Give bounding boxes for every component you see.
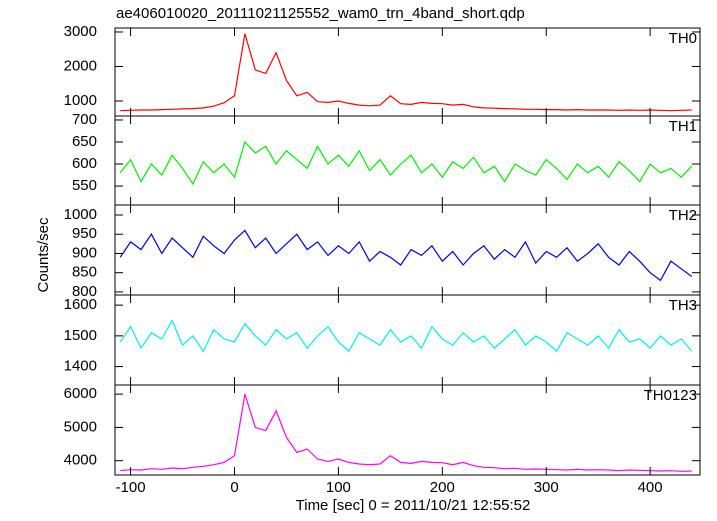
y-tick-label: 850 [72, 264, 97, 281]
x-tick-label: 300 [534, 479, 559, 496]
panel-label: TH2 [669, 207, 697, 224]
x-tick-label: 400 [638, 479, 663, 496]
x-tick-label: 100 [326, 479, 351, 496]
y-axis-label: Counts/sec [35, 217, 52, 293]
y-tick-label: 700 [72, 111, 97, 128]
x-tick-label: -100 [116, 479, 146, 496]
chart-title: ae406010020_20111021125552_wam0_trn_4ban… [116, 5, 525, 22]
y-tick-label: 1000 [64, 92, 97, 109]
panel-label: TH1 [669, 118, 697, 135]
y-tick-label: 1600 [64, 296, 97, 313]
data-line [119, 229, 693, 282]
data-line [120, 33, 692, 112]
panel-label: TH0123 [644, 387, 697, 404]
panel-frame [114, 384, 701, 476]
x-tick-label: 200 [430, 479, 455, 496]
y-tick-label: 550 [72, 177, 97, 194]
panel-label: TH0 [669, 30, 697, 47]
y-tick-label: 4000 [64, 452, 97, 469]
y-tick-label: 3000 [64, 23, 97, 40]
x-tick-label: 0 [230, 479, 238, 496]
y-tick-label: 650 [72, 133, 97, 150]
data-line [119, 319, 693, 353]
y-tick-label: 950 [72, 225, 97, 242]
panel-label: TH3 [669, 297, 697, 314]
y-tick-label: 1000 [64, 206, 97, 223]
x-axis-label: Time [sec] 0 = 2011/10/21 12:55:52 [296, 497, 531, 514]
y-tick-label: 900 [72, 244, 97, 261]
data-line [120, 393, 692, 472]
y-tick-label: 5000 [64, 418, 97, 435]
y-tick-label: 6000 [64, 385, 97, 402]
y-tick-label: 2000 [64, 57, 97, 74]
y-tick-label: 1400 [64, 358, 97, 375]
y-tick-label: 600 [72, 155, 97, 172]
data-line [119, 140, 693, 186]
y-tick-label: 1500 [64, 327, 97, 344]
y-tick-label: 800 [72, 283, 97, 300]
